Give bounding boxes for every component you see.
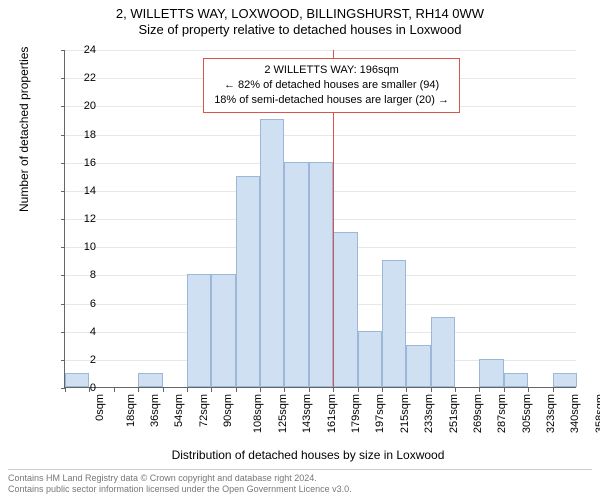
histogram-bar <box>65 373 89 387</box>
ytick-mark <box>61 135 65 136</box>
ytick-label: 4 <box>68 326 96 338</box>
histogram-bar <box>138 373 162 387</box>
ytick-label: 6 <box>68 298 96 310</box>
histogram-bar <box>382 260 406 387</box>
footer-line-2: Contains public sector information licen… <box>8 484 592 496</box>
ytick-mark <box>61 332 65 333</box>
reference-annotation: 2 WILLETTS WAY: 196sqm ← 82% of detached… <box>203 58 460 113</box>
xtick-mark <box>431 388 432 392</box>
histogram-bar <box>553 373 577 387</box>
ytick-label: 20 <box>68 100 96 112</box>
histogram-bar <box>260 119 284 387</box>
histogram-bar <box>504 373 528 387</box>
xtick-label: 179sqm <box>350 394 362 433</box>
ytick-mark <box>61 191 65 192</box>
histogram-bar <box>479 359 503 387</box>
xtick-mark <box>89 388 90 392</box>
ytick-label: 12 <box>68 213 96 225</box>
xtick-label: 269sqm <box>472 394 484 433</box>
xtick-label: 108sqm <box>253 394 265 433</box>
ytick-mark <box>61 275 65 276</box>
ytick-label: 8 <box>68 269 96 281</box>
xtick-mark <box>236 388 237 392</box>
xtick-mark <box>406 388 407 392</box>
ytick-mark <box>61 163 65 164</box>
xtick-label: 233sqm <box>423 394 435 433</box>
xtick-label: 323sqm <box>545 394 557 433</box>
ytick-mark <box>61 360 65 361</box>
xtick-mark <box>211 388 212 392</box>
xtick-label: 161sqm <box>326 394 338 433</box>
title-line-1: 2, WILLETTS WAY, LOXWOOD, BILLINGSHURST,… <box>0 6 600 21</box>
ytick-label: 18 <box>68 129 96 141</box>
xtick-mark <box>479 388 480 392</box>
annotation-line-1: 2 WILLETTS WAY: 196sqm <box>214 63 449 78</box>
ytick-mark <box>61 106 65 107</box>
annotation-line-2: ← 82% of detached houses are smaller (94… <box>214 78 449 93</box>
xtick-mark <box>163 388 164 392</box>
histogram-bar <box>236 176 260 387</box>
ytick-label: 24 <box>68 44 96 56</box>
ytick-label: 10 <box>68 241 96 253</box>
histogram-bar <box>284 162 308 387</box>
xtick-mark <box>528 388 529 392</box>
xtick-label: 72sqm <box>198 394 210 427</box>
xtick-label: 287sqm <box>496 394 508 433</box>
xtick-label: 90sqm <box>222 394 234 427</box>
xtick-label: 0sqm <box>94 394 106 421</box>
histogram-chart: Number of detached properties 0246810121… <box>28 42 588 432</box>
histogram-bar <box>431 317 455 387</box>
xtick-label: 36sqm <box>149 394 161 427</box>
ytick-mark <box>61 247 65 248</box>
ytick-mark <box>61 50 65 51</box>
plot-area: 0246810121416182022240sqm18sqm36sqm54sqm… <box>64 50 576 388</box>
xtick-mark <box>138 388 139 392</box>
ytick-mark <box>61 78 65 79</box>
xtick-mark <box>333 388 334 392</box>
xtick-label: 143sqm <box>301 394 313 433</box>
histogram-bar <box>358 331 382 387</box>
footer-attribution: Contains HM Land Registry data © Crown c… <box>8 469 592 496</box>
footer-line-1: Contains HM Land Registry data © Crown c… <box>8 473 592 485</box>
xtick-mark <box>260 388 261 392</box>
xtick-mark <box>553 388 554 392</box>
ytick-label: 14 <box>68 185 96 197</box>
gridline <box>65 50 576 51</box>
histogram-bar <box>211 274 235 387</box>
xtick-mark <box>114 388 115 392</box>
xtick-label: 215sqm <box>399 394 411 433</box>
histogram-bar <box>187 274 211 387</box>
title-line-2: Size of property relative to detached ho… <box>0 22 600 37</box>
histogram-bar <box>309 162 333 387</box>
xtick-label: 125sqm <box>277 394 289 433</box>
y-axis-label: Number of detached properties <box>17 47 31 212</box>
xtick-label: 340sqm <box>570 394 582 433</box>
xtick-label: 305sqm <box>521 394 533 433</box>
ytick-label: 2 <box>68 354 96 366</box>
xtick-mark <box>504 388 505 392</box>
ytick-mark <box>61 304 65 305</box>
histogram-bar <box>406 345 430 387</box>
chart-title-block: 2, WILLETTS WAY, LOXWOOD, BILLINGSHURST,… <box>0 0 600 37</box>
xtick-mark <box>187 388 188 392</box>
xtick-mark <box>382 388 383 392</box>
xtick-label: 54sqm <box>173 394 185 427</box>
ytick-label: 22 <box>68 72 96 84</box>
xtick-mark <box>358 388 359 392</box>
xtick-mark <box>455 388 456 392</box>
ytick-label: 16 <box>68 157 96 169</box>
xtick-label: 358sqm <box>594 394 600 433</box>
x-axis-label: Distribution of detached houses by size … <box>28 448 588 462</box>
xtick-label: 251sqm <box>448 394 460 433</box>
xtick-label: 197sqm <box>375 394 387 433</box>
xtick-label: 18sqm <box>125 394 137 427</box>
xtick-mark <box>65 388 66 392</box>
xtick-mark <box>309 388 310 392</box>
annotation-line-3: 18% of semi-detached houses are larger (… <box>214 93 449 108</box>
gridline <box>65 135 576 136</box>
ytick-mark <box>61 219 65 220</box>
xtick-mark <box>284 388 285 392</box>
histogram-bar <box>333 232 357 387</box>
